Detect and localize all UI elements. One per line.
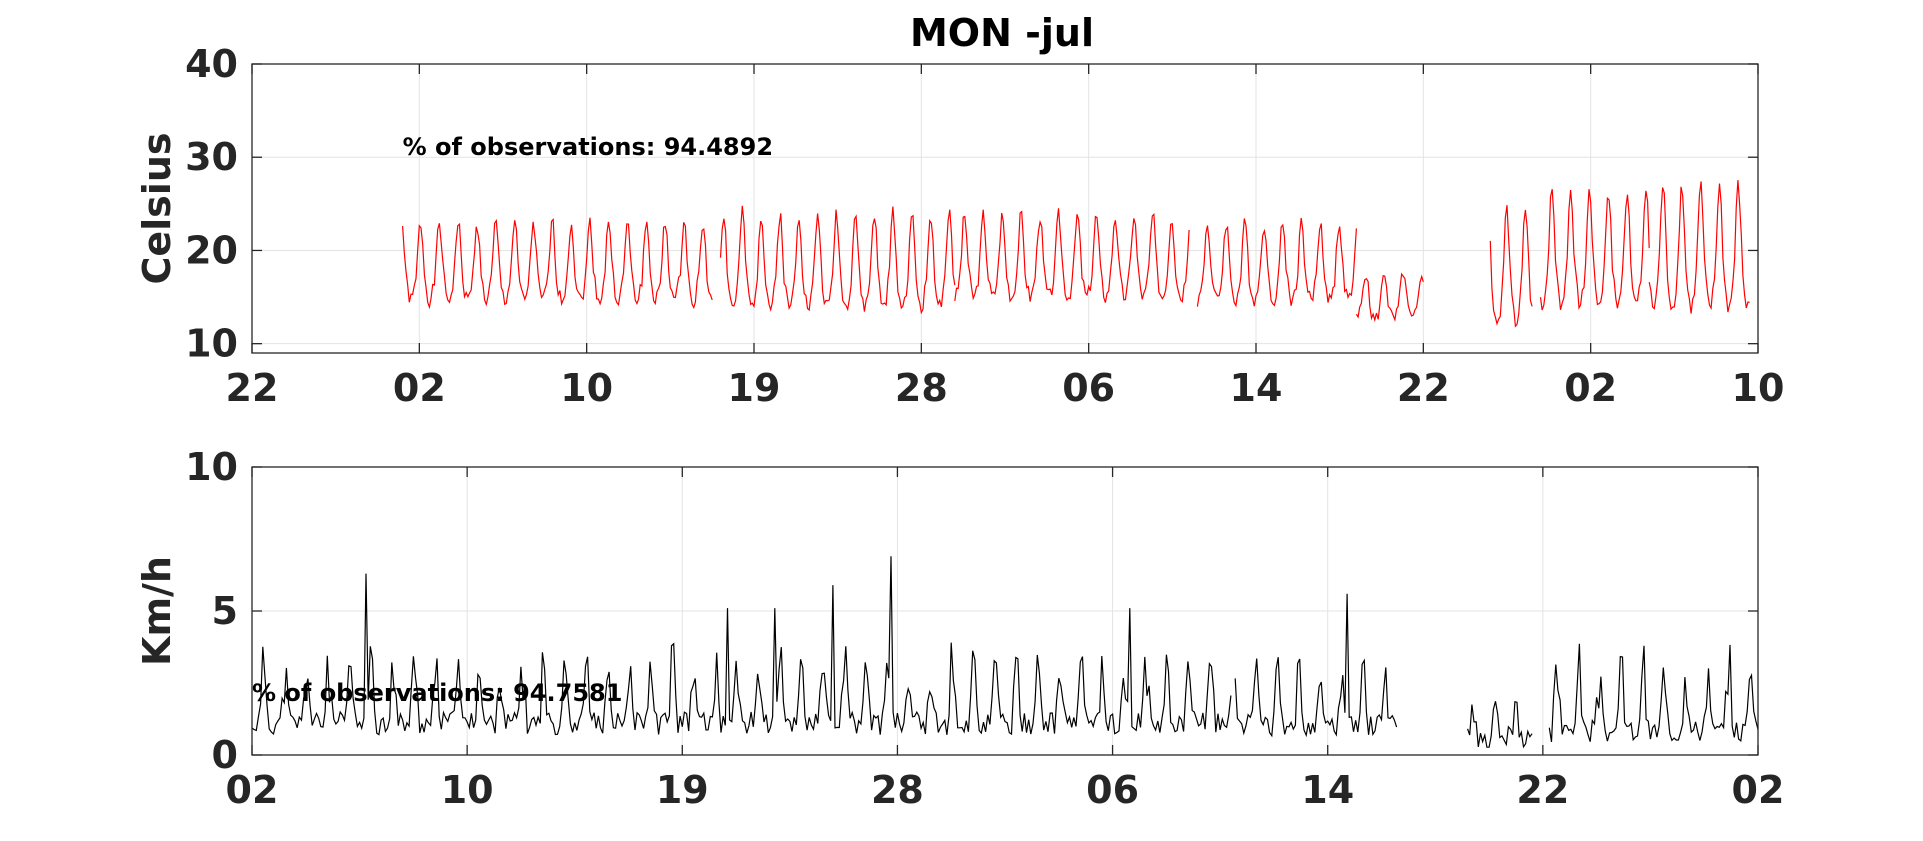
x-tick-label: 22: [1397, 366, 1450, 410]
x-tick-label: 19: [656, 768, 709, 812]
series-line-segment: [1539, 189, 1650, 311]
x-tick-label: 02: [1732, 768, 1785, 812]
y-axis-label: Km/h: [135, 556, 179, 666]
temperature-panel: 22 02 10 19 28 06 14 22 02 10 10 20 30 40 Celsius % of …: [135, 42, 1784, 410]
x-tick-label: 02: [226, 768, 279, 812]
series-line-segment: [1234, 593, 1398, 738]
x-tick-label: 02: [1564, 366, 1617, 410]
observations-annotation: % of observations: 94.7581: [252, 679, 622, 707]
y-axis-label: Celsius: [135, 133, 179, 285]
y-tick-label: 20: [185, 228, 238, 272]
x-tick-label: 14: [1230, 366, 1283, 410]
x-tick-label: 10: [441, 768, 494, 812]
series-line-segment: [1355, 272, 1424, 323]
x-tick-label: 06: [1062, 366, 1115, 410]
y-tick-label: 10: [185, 445, 238, 489]
y-tick-label: 40: [185, 42, 238, 86]
series-line-segment: [251, 556, 1232, 736]
x-tick-label: 06: [1086, 768, 1139, 812]
y-tick-label: 0: [212, 733, 238, 777]
y-tick-label: 5: [212, 589, 238, 633]
x-tick-label: 28: [895, 366, 948, 410]
y-tick-label: 30: [185, 135, 238, 179]
series-line-segment: [1196, 217, 1357, 308]
series-line-segment: [1489, 205, 1533, 328]
x-tick-label: 02: [393, 366, 446, 410]
x-tick-label: 19: [728, 366, 781, 410]
observations-annotation: % of observations: 94.4892: [403, 133, 773, 161]
x-tick-label: 14: [1301, 768, 1354, 812]
series-line-segment: [1648, 180, 1750, 314]
x-tick-label: 28: [871, 768, 924, 812]
series-line-segment: [719, 205, 956, 315]
figure-title: MON -jul: [910, 11, 1094, 55]
x-tick-label: 22: [226, 366, 279, 410]
series-line-segment: [954, 208, 1190, 303]
series-line-segment: [402, 217, 713, 310]
series-line-segment: [1548, 643, 1759, 742]
y-tick-label: 10: [185, 322, 238, 366]
x-tick-label: 10: [560, 366, 613, 410]
x-tick-label: 22: [1516, 768, 1569, 812]
axes-box: [251, 63, 1759, 354]
x-tick-label: 10: [1732, 366, 1785, 410]
series-line-segment: [1467, 701, 1533, 749]
